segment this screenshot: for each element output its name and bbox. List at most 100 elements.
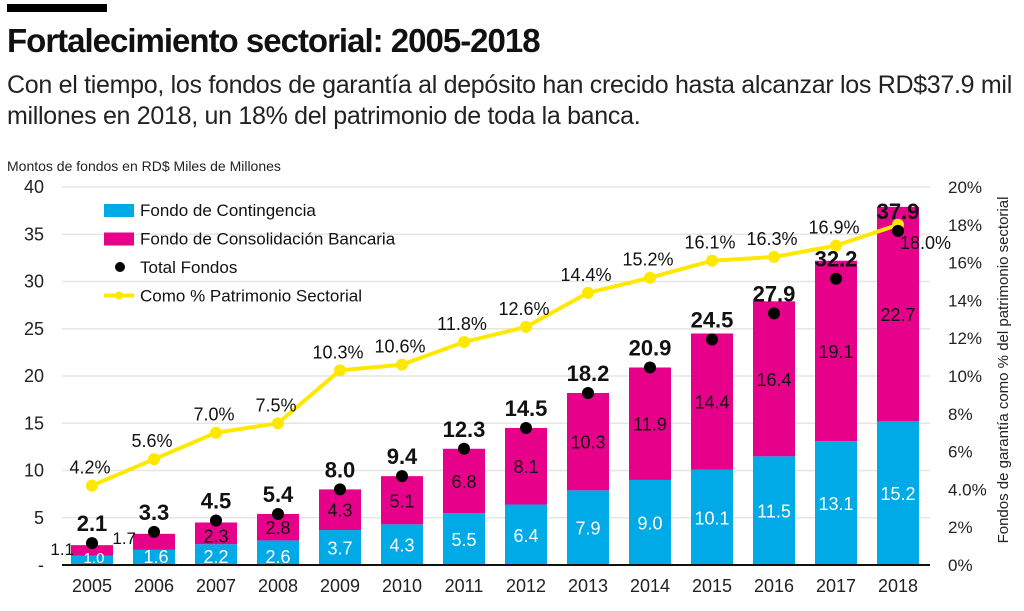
pct-line xyxy=(91,222,899,488)
total-label: 18.2 xyxy=(567,361,610,386)
total-point xyxy=(334,483,346,496)
pct-label: 16.1% xyxy=(684,233,735,253)
pct-point xyxy=(706,254,718,267)
bar-contingencia xyxy=(443,513,485,565)
x-tick-label: 2017 xyxy=(816,576,856,596)
pct-point xyxy=(396,358,408,371)
total-label: 32.2 xyxy=(815,247,858,272)
total-label: 14.5 xyxy=(505,396,548,421)
bar-contingencia xyxy=(691,469,733,565)
pct-point xyxy=(458,335,470,348)
y2-tick-label: 4.0% xyxy=(948,480,987,499)
bar-contingencia xyxy=(319,530,361,565)
bar-consolidacion xyxy=(815,260,857,442)
pct-point xyxy=(582,286,594,299)
bar-contingencia xyxy=(195,544,237,565)
bar-label-consolidacion: 2.3 xyxy=(203,526,228,546)
bar-label-consolidacion: 1.1 xyxy=(50,540,74,559)
chart-title: Fortalecimiento sectorial: 2005-2018 xyxy=(7,22,541,59)
bar-label-consolidacion: 11.9 xyxy=(633,415,667,435)
bar-label-contingencia: 15.2 xyxy=(880,484,915,504)
pct-point xyxy=(830,239,842,252)
pct-point xyxy=(148,453,160,466)
bar-label-consolidacion: 1.7 xyxy=(112,529,136,548)
y-tick-label: 25 xyxy=(24,319,44,339)
bar-consolidacion xyxy=(133,533,175,550)
pct-label: 14.4% xyxy=(560,265,611,285)
total-point xyxy=(458,442,470,455)
x-tick-label: 2013 xyxy=(568,576,608,596)
total-point xyxy=(768,307,780,320)
pct-point xyxy=(520,320,532,333)
pct-label: 18.0% xyxy=(900,233,951,253)
bar-label-contingencia: 7.9 xyxy=(575,519,600,539)
x-tick-label: 2018 xyxy=(878,576,918,596)
legend-label: Como % Patrimonio Sectorial xyxy=(140,287,362,306)
bar-contingencia xyxy=(71,555,113,565)
decorative-bar xyxy=(7,4,107,12)
y2-tick-label: 0% xyxy=(948,556,973,575)
y2-axis-label: Fondos de garantía como % del patrimonio… xyxy=(995,197,1012,544)
bar-consolidacion xyxy=(505,427,547,505)
pct-label: 7.0% xyxy=(193,405,234,425)
total-point xyxy=(86,537,98,550)
bar-contingencia xyxy=(381,524,423,565)
y2-tick-label: 2% xyxy=(948,518,973,537)
y-tick-label: 40 xyxy=(24,177,44,197)
y2-tick-label: 18% xyxy=(948,216,982,235)
bar-label-contingencia: 4.3 xyxy=(389,536,414,556)
total-point xyxy=(644,361,656,374)
total-label: 12.3 xyxy=(443,417,486,442)
x-tick-label: 2009 xyxy=(320,576,360,596)
total-point xyxy=(892,224,904,237)
bar-label-consolidacion: 19.1 xyxy=(818,342,853,362)
pct-point xyxy=(86,479,98,492)
bar-label-contingencia: 5.5 xyxy=(451,530,476,550)
total-label: 8.0 xyxy=(325,457,356,482)
pct-label: 10.6% xyxy=(374,337,425,357)
y2-tick-label: 12% xyxy=(948,329,982,348)
bar-label-consolidacion: 4.3 xyxy=(327,501,352,521)
bar-label-contingencia: 2.2 xyxy=(203,547,228,567)
total-label: 24.5 xyxy=(691,307,734,332)
bar-label-contingencia: 1.6 xyxy=(143,547,168,567)
y-tick-label: 30 xyxy=(24,272,44,292)
pct-label: 4.2% xyxy=(69,458,110,478)
pct-point xyxy=(334,364,346,377)
pct-label: 7.5% xyxy=(255,395,296,415)
x-tick-label: 2005 xyxy=(72,576,112,596)
total-label: 3.3 xyxy=(139,500,170,525)
y2-tick-label: 6% xyxy=(948,443,973,462)
total-label: 37.9 xyxy=(877,199,920,224)
chart-subtitle: Con el tiempo, los fondos de garantía al… xyxy=(7,71,1012,130)
bar-label-consolidacion: 8.1 xyxy=(513,457,538,477)
bar-label-contingencia: 11.5 xyxy=(757,502,791,522)
bar-label-consolidacion: 10.3 xyxy=(570,433,605,453)
legend-label: Fondo de Consolidación Bancaria xyxy=(140,230,396,249)
total-label: 20.9 xyxy=(629,335,672,360)
bar-label-consolidacion: 14.4 xyxy=(694,393,729,413)
x-tick-label: 2014 xyxy=(630,576,670,596)
pct-label: 10.3% xyxy=(312,342,363,362)
pct-point xyxy=(768,250,780,263)
x-tick-label: 2015 xyxy=(692,576,732,596)
bar-label-contingencia: 9.0 xyxy=(637,513,662,533)
bar-contingencia xyxy=(505,504,547,565)
y2-tick-label: 14% xyxy=(948,291,982,310)
pct-label: 5.6% xyxy=(131,431,172,451)
bar-consolidacion xyxy=(381,476,423,525)
bar-consolidacion xyxy=(195,522,237,545)
pct-label: 12.6% xyxy=(498,299,549,319)
y-tick-label: 15 xyxy=(24,413,44,433)
legend-swatch xyxy=(104,232,134,246)
total-label: 9.4 xyxy=(387,444,418,469)
bar-contingencia xyxy=(815,441,857,565)
bar-contingencia xyxy=(753,456,795,565)
total-point xyxy=(272,507,284,520)
pct-label: 16.3% xyxy=(746,229,797,249)
bar-label-consolidacion: 22.7 xyxy=(880,305,915,325)
y2-tick-label: 20% xyxy=(948,178,982,197)
y-tick-label: 20 xyxy=(24,366,44,386)
